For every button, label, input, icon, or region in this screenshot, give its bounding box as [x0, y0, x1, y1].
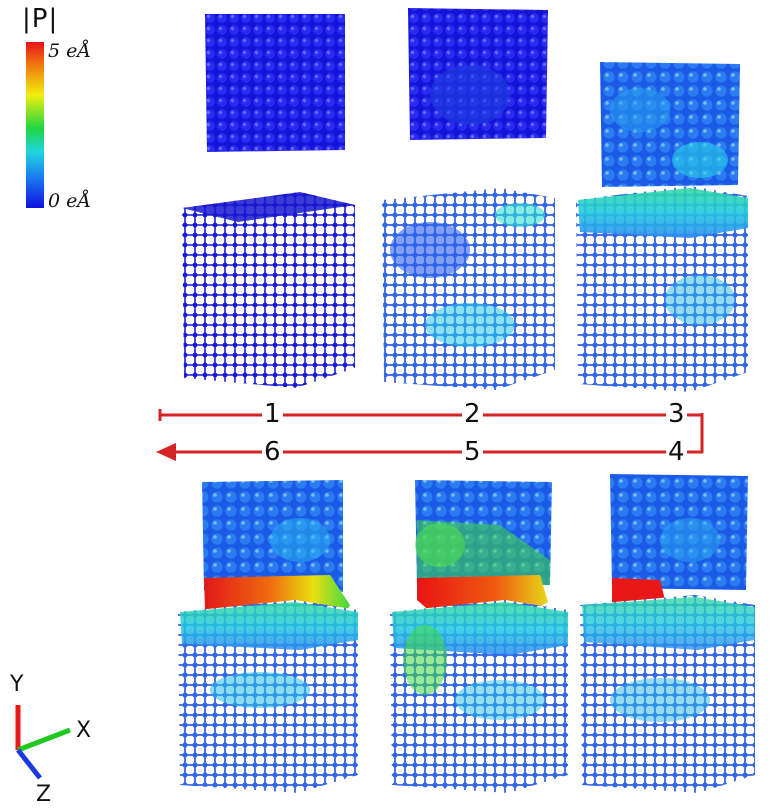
substrate-snapshot-1 [182, 192, 355, 388]
substrate-snapshot-5 [390, 600, 568, 793]
step-label-3: 3 [666, 399, 687, 429]
step-label-2: 2 [462, 399, 483, 429]
tip-snapshot-6 [202, 480, 343, 592]
substrate-snapshot-6 [178, 600, 358, 793]
z-axis-label: Z [36, 782, 52, 807]
tip-snapshot-5 [415, 480, 552, 585]
tip-snapshot-4 [610, 474, 748, 590]
y-axis-label: Y [10, 672, 24, 697]
tip-snapshot-2 [408, 8, 548, 140]
sequence-arrow [156, 409, 704, 461]
colorbar-gradient [26, 42, 44, 208]
coordinate-axes [15, 705, 71, 780]
x-axis-label: X [76, 718, 92, 743]
colorbar-min-label: 0 eÅ [48, 190, 92, 212]
substrate-snapshot-4 [580, 595, 755, 793]
step-label-1: 1 [262, 399, 283, 429]
colorbar-title: |P| [22, 4, 59, 34]
colorbar-max-label: 5 eÅ [48, 40, 92, 62]
step-label-6: 6 [262, 437, 283, 467]
tip-snapshot-1 [205, 14, 345, 152]
step-label-5: 5 [462, 437, 483, 467]
substrate-snapshot-2 [382, 188, 555, 390]
substrate-snapshot-3 [576, 186, 748, 392]
step-label-4: 4 [666, 437, 687, 467]
tip-snapshot-3 [600, 62, 740, 187]
